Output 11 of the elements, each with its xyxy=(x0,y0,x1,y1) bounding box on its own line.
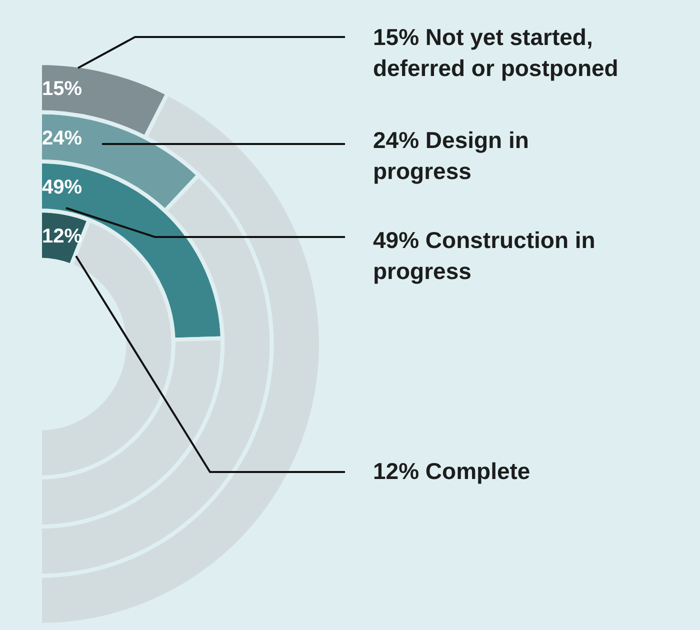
text: 49% Construction in xyxy=(373,227,596,253)
text: 15% Not yet started, xyxy=(373,24,593,50)
text: 24% Design in xyxy=(373,127,529,153)
data-label: 15% xyxy=(42,78,82,100)
text: deferred or postponed xyxy=(373,55,618,81)
data-label: 12% xyxy=(42,226,82,248)
text: progress xyxy=(373,258,472,284)
data-label: 24% xyxy=(42,127,82,150)
data-label: 49% xyxy=(42,176,82,198)
text: progress xyxy=(373,158,472,184)
text: 12% Complete xyxy=(373,458,530,484)
